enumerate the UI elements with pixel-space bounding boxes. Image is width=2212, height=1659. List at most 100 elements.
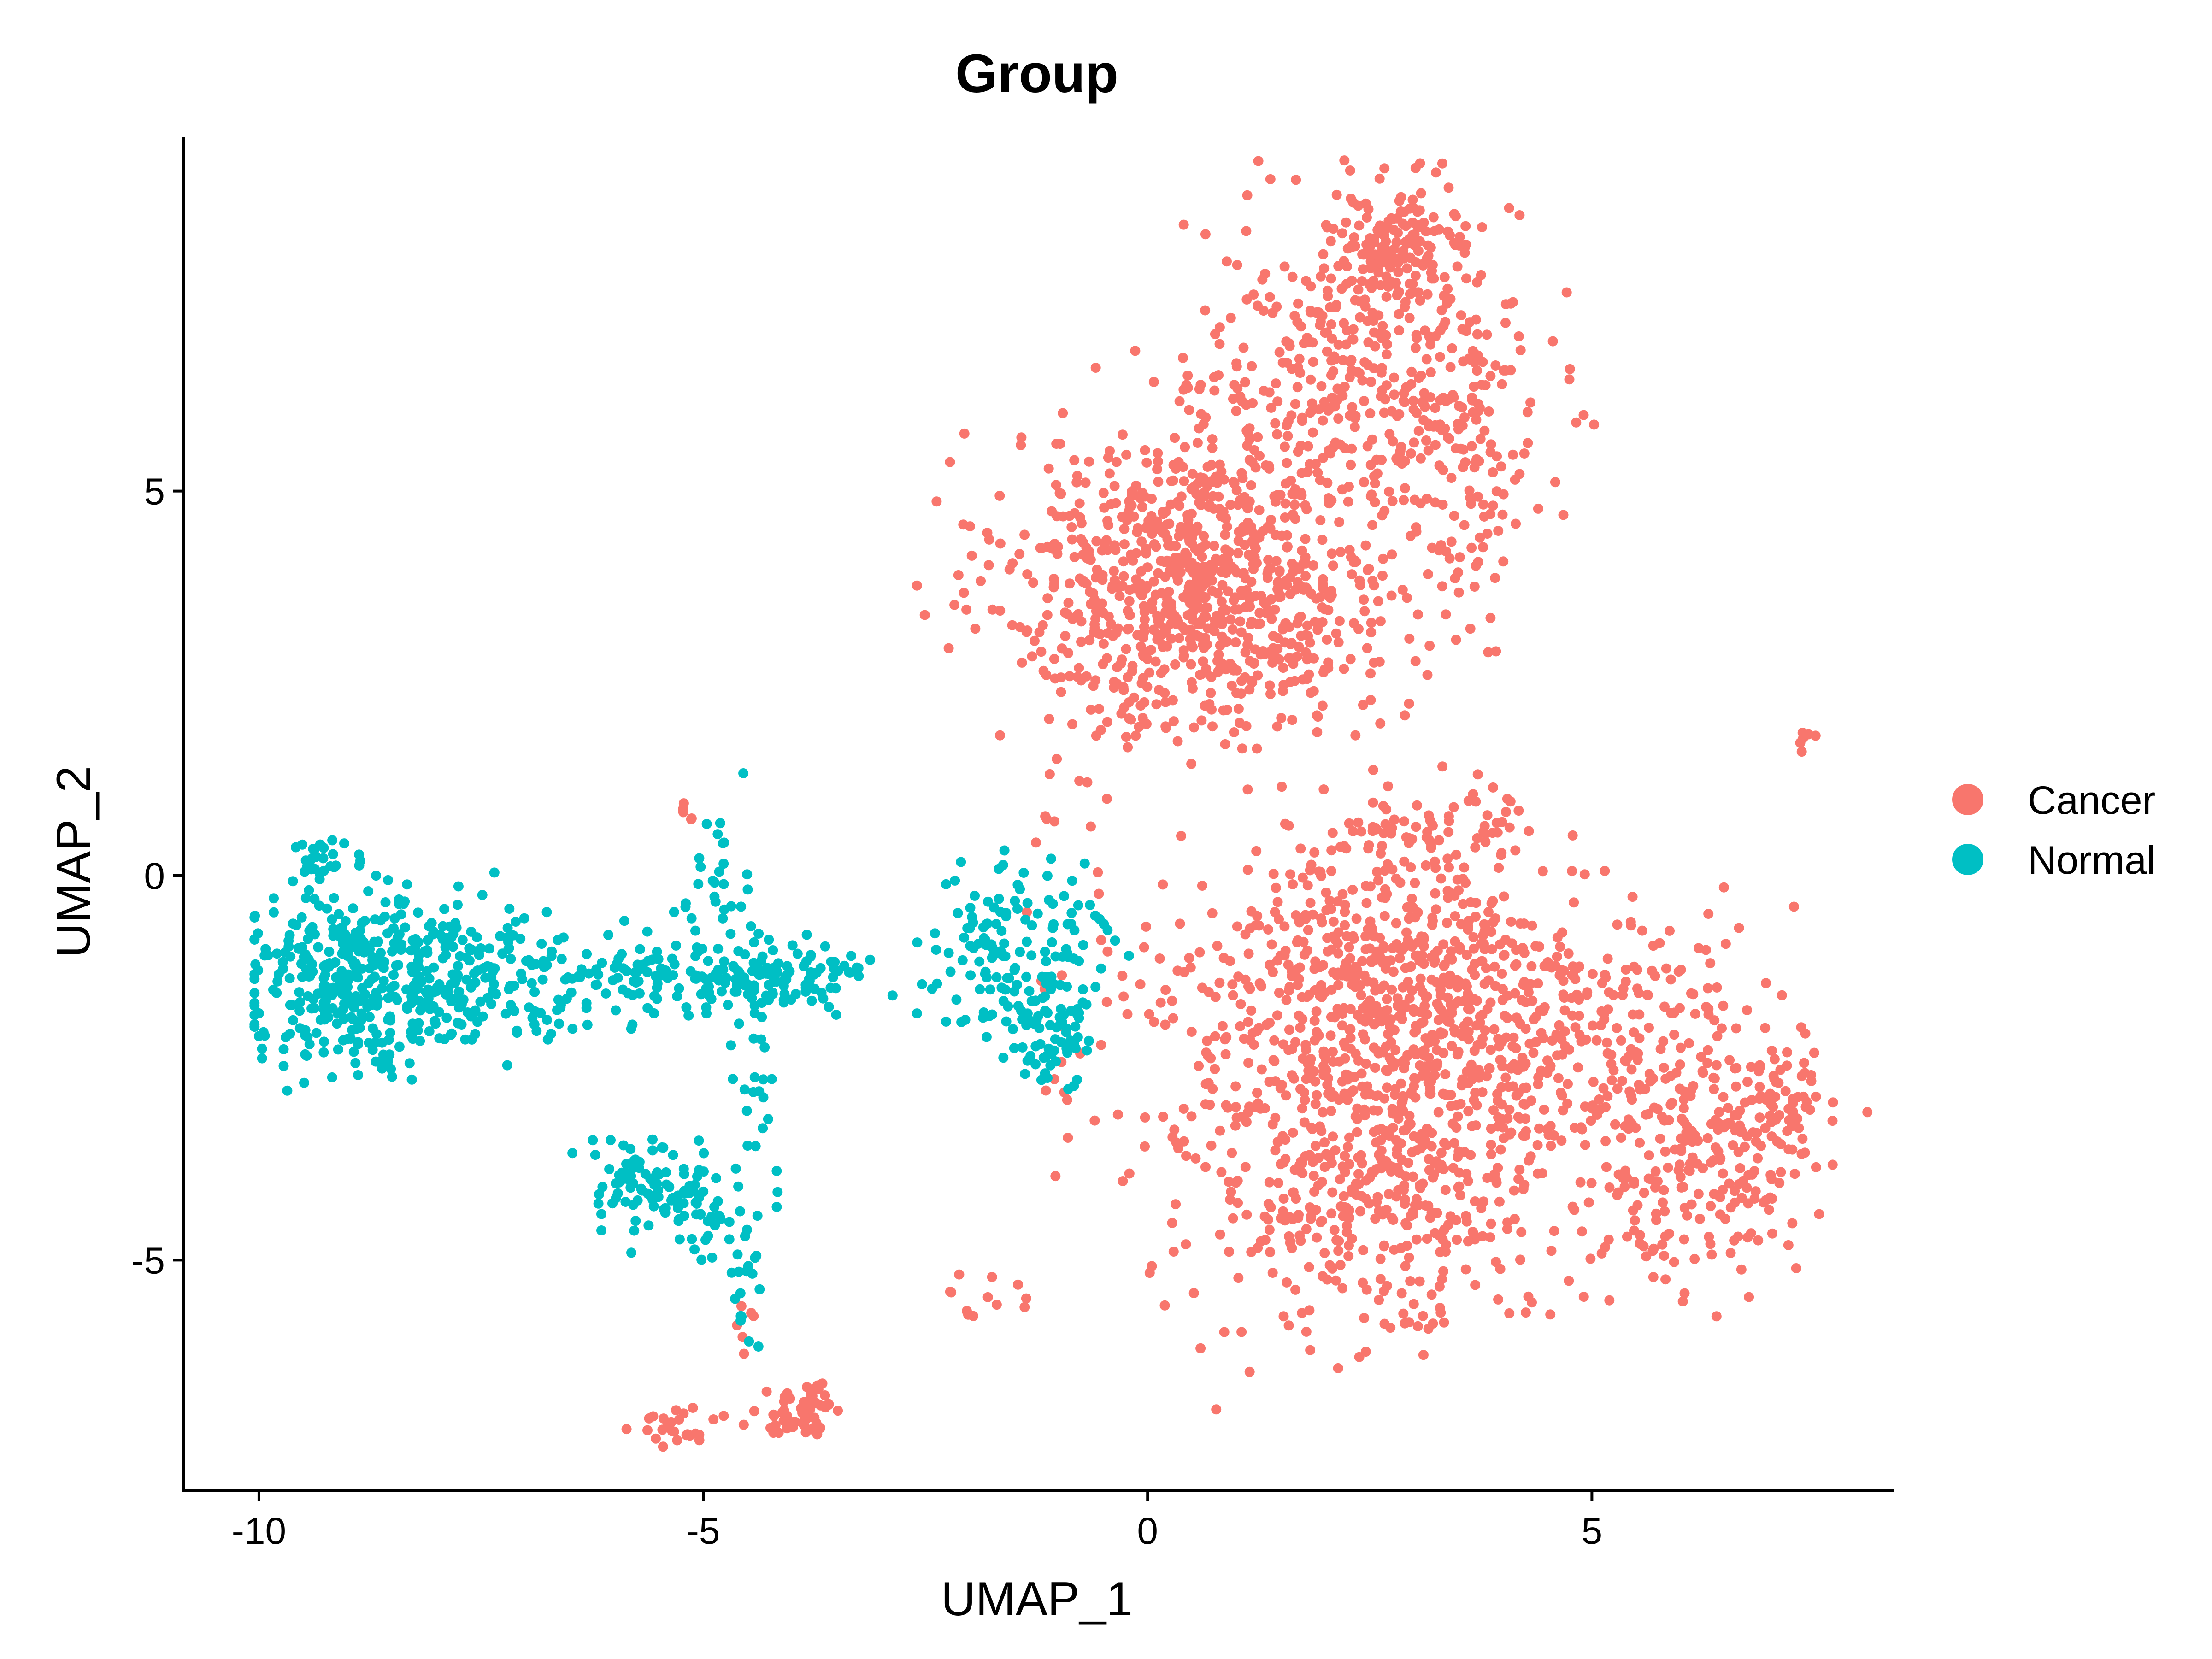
- point-cancer: [1044, 714, 1054, 724]
- point-cancer: [1386, 590, 1397, 601]
- point-cancer: [1317, 700, 1328, 711]
- point-cancer: [1076, 534, 1086, 544]
- point-cancer: [1016, 432, 1027, 443]
- point-cancer: [1643, 1173, 1654, 1184]
- point-cancer: [1444, 816, 1454, 826]
- point-cancer: [1780, 1086, 1791, 1096]
- point-cancer: [1367, 434, 1377, 445]
- point-cancer: [1303, 441, 1313, 452]
- point-cancer: [1557, 1090, 1567, 1101]
- point-cancer: [1467, 1121, 1477, 1131]
- point-cancer: [1526, 1095, 1536, 1106]
- point-cancer: [1175, 918, 1185, 929]
- point-normal: [461, 974, 472, 985]
- point-cancer: [1381, 1041, 1391, 1052]
- point-normal: [733, 1181, 744, 1192]
- point-cancer: [1320, 328, 1330, 338]
- point-cancer: [1452, 874, 1463, 885]
- point-cancer: [1225, 500, 1236, 510]
- point-cancer: [1062, 609, 1073, 619]
- point-normal: [757, 951, 768, 962]
- point-normal: [703, 989, 713, 1000]
- point-cancer: [1510, 474, 1520, 485]
- point-cancer: [1323, 663, 1334, 673]
- point-cancer: [1491, 486, 1502, 497]
- point-cancer: [1630, 1047, 1640, 1057]
- point-cancer: [1153, 477, 1164, 487]
- point-cancer: [1343, 1251, 1354, 1261]
- point-cancer: [1420, 401, 1430, 412]
- point-cancer: [1306, 1073, 1316, 1083]
- point-cancer: [1094, 704, 1104, 714]
- point-cancer: [1511, 1043, 1521, 1053]
- point-cancer: [1516, 1227, 1527, 1237]
- point-cancer: [1357, 276, 1367, 286]
- point-cancer: [1207, 721, 1218, 732]
- point-cancer: [1458, 444, 1469, 455]
- point-cancer: [1035, 543, 1046, 553]
- point-cancer: [1378, 943, 1388, 954]
- point-cancer: [1405, 203, 1415, 214]
- point-cancer: [1272, 643, 1283, 654]
- point-cancer: [1537, 1168, 1547, 1178]
- point-cancer: [1349, 1072, 1360, 1082]
- point-cancer: [1416, 188, 1426, 199]
- point-cancer: [1240, 974, 1251, 985]
- point-cancer: [1334, 517, 1345, 527]
- point-cancer: [1378, 801, 1388, 811]
- point-cancer: [1300, 558, 1311, 569]
- point-cancer: [1312, 624, 1323, 635]
- point-cancer: [1449, 511, 1459, 521]
- point-cancer: [1502, 1224, 1512, 1234]
- point-cancer: [1427, 1128, 1437, 1138]
- point-cancer: [1481, 963, 1491, 973]
- point-cancer: [1237, 743, 1247, 754]
- point-cancer: [1244, 1366, 1255, 1377]
- point-cancer: [1760, 1123, 1771, 1133]
- point-cancer: [1193, 619, 1204, 629]
- point-cancer: [1222, 522, 1232, 532]
- point-cancer: [1272, 429, 1282, 440]
- point-cancer: [1056, 687, 1066, 697]
- point-cancer: [1468, 346, 1478, 356]
- point-cancer: [1423, 240, 1433, 251]
- point-cancer: [1353, 284, 1364, 295]
- point-cancer: [1144, 1268, 1155, 1278]
- point-cancer: [1165, 598, 1176, 608]
- point-cancer: [1787, 1218, 1798, 1229]
- point-cancer: [1361, 898, 1372, 908]
- point-cancer: [1658, 1197, 1668, 1208]
- point-cancer: [1465, 624, 1476, 634]
- point-normal: [930, 928, 940, 939]
- point-normal: [453, 881, 464, 892]
- point-cancer: [1421, 992, 1431, 1003]
- point-normal: [537, 974, 548, 985]
- point-cancer: [1281, 1090, 1291, 1101]
- point-cancer: [1409, 1073, 1419, 1083]
- point-cancer: [1186, 1111, 1197, 1122]
- point-cancer: [1318, 1107, 1328, 1118]
- point-cancer: [1254, 920, 1265, 931]
- point-cancer: [1405, 962, 1416, 972]
- point-cancer: [1273, 1178, 1283, 1188]
- point-cancer: [1097, 598, 1107, 609]
- point-normal: [529, 987, 540, 997]
- point-cancer: [1135, 588, 1146, 599]
- point-cancer: [1435, 395, 1446, 406]
- point-normal: [611, 1005, 621, 1016]
- point-cancer: [1452, 261, 1463, 272]
- point-cancer: [1712, 982, 1722, 993]
- point-normal: [638, 959, 648, 970]
- point-cancer: [1679, 1288, 1690, 1299]
- point-cancer: [1543, 1130, 1554, 1140]
- point-cancer: [968, 1311, 978, 1321]
- point-cancer: [1255, 649, 1266, 660]
- point-cancer: [1230, 637, 1241, 647]
- point-cancer: [1287, 715, 1298, 725]
- point-cancer: [1490, 360, 1501, 371]
- point-cancer: [1173, 617, 1183, 627]
- point-cancer: [1340, 900, 1350, 911]
- point-cancer: [994, 490, 1005, 501]
- point-cancer: [1318, 415, 1328, 426]
- point-cancer: [1327, 393, 1337, 403]
